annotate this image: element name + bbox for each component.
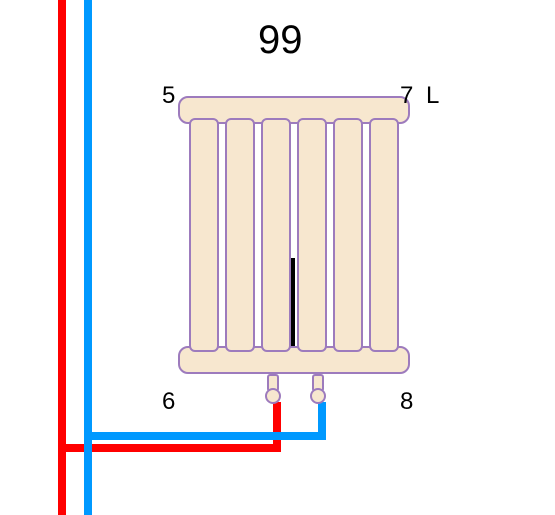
radiator-column (225, 118, 255, 352)
hot-pipe-main (58, 0, 66, 515)
label-side-letter: L (426, 82, 439, 110)
valve-left (265, 374, 281, 402)
cold-pipe-riser (318, 402, 326, 440)
label-bottom-left: 6 (162, 388, 175, 416)
label-bottom-right: 8 (400, 388, 413, 416)
valve-right-knob (310, 388, 326, 404)
hot-pipe-riser (273, 402, 281, 452)
label-top-right: 7 (400, 82, 413, 110)
radiator-indicator (291, 258, 295, 346)
radiator-column (333, 118, 363, 352)
cold-pipe-branch (84, 432, 326, 440)
valve-right (310, 374, 326, 402)
radiator-column (261, 118, 291, 352)
radiator-column (369, 118, 399, 352)
radiator-column (297, 118, 327, 352)
valve-left-knob (265, 388, 281, 404)
radiator-column (189, 118, 219, 352)
diagram-title: 99 (258, 18, 303, 63)
label-top-left: 5 (162, 82, 175, 110)
